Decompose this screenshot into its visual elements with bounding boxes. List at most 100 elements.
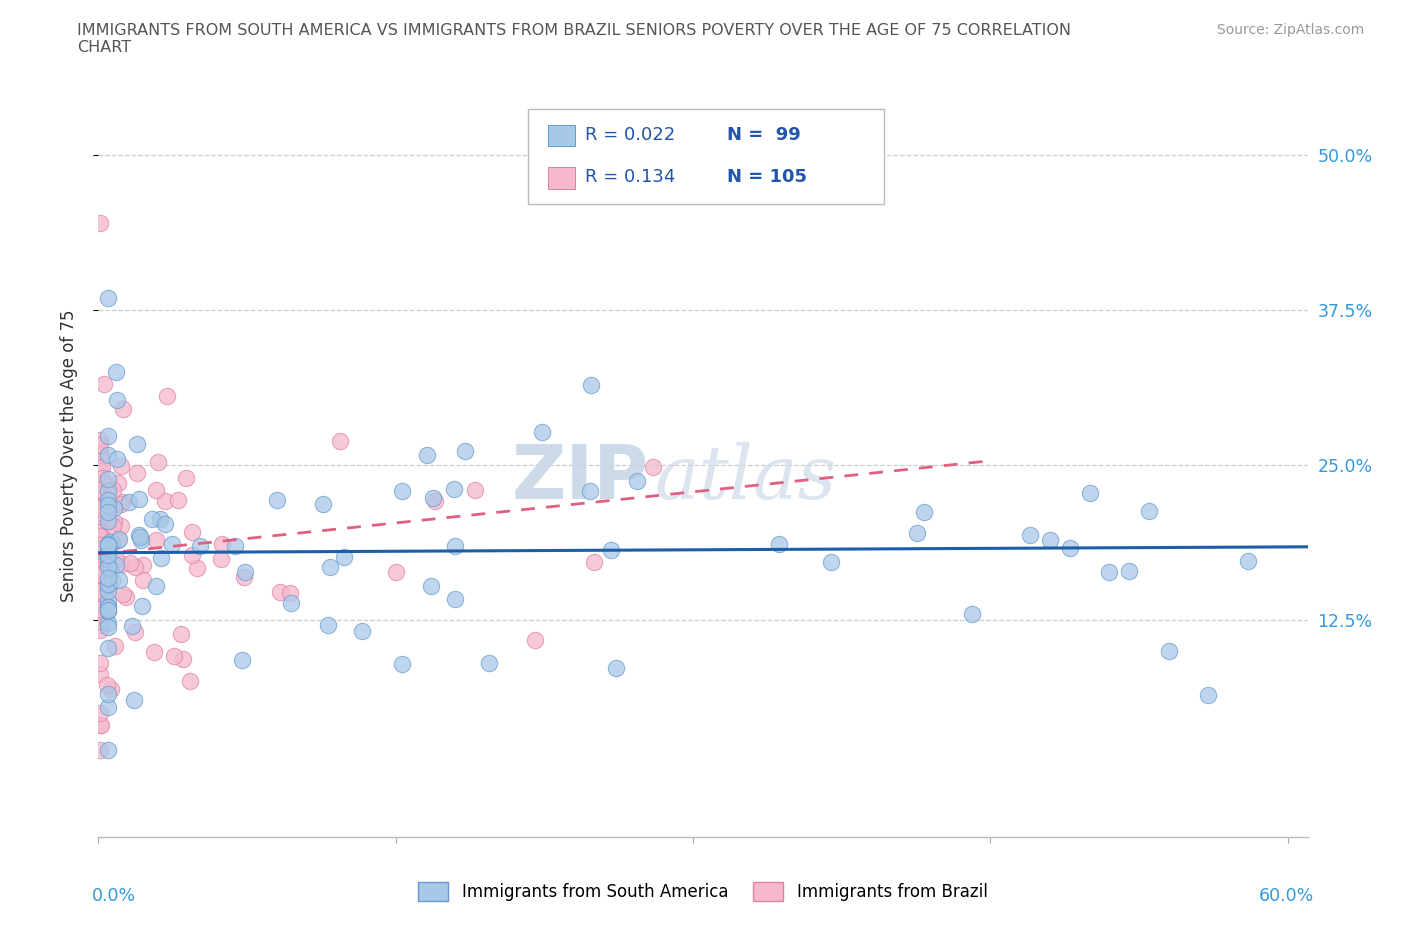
Point	[107, 533, 129, 548]
Point	[391, 657, 413, 671]
Point	[478, 656, 501, 671]
Legend: Immigrants from South America, Immigrants from Brazil: Immigrants from South America, Immigrant…	[412, 875, 994, 908]
Point	[329, 433, 352, 448]
Point	[89, 528, 111, 543]
Point	[128, 492, 150, 507]
Text: N =  99: N = 99	[727, 126, 801, 144]
Point	[125, 436, 148, 451]
Point	[311, 497, 333, 512]
Point	[89, 499, 111, 514]
Point	[100, 563, 122, 578]
Point	[332, 550, 354, 565]
Text: CHART: CHART	[77, 40, 131, 55]
Point	[1118, 564, 1140, 578]
Point	[89, 508, 111, 523]
Point	[391, 483, 413, 498]
Point	[319, 559, 342, 574]
Point	[156, 389, 179, 404]
Text: IMMIGRANTS FROM SOUTH AMERICA VS IMMIGRANTS FROM BRAZIL SENIORS POVERTY OVER THE: IMMIGRANTS FROM SOUTH AMERICA VS IMMIGRA…	[77, 23, 1071, 38]
Point	[453, 444, 475, 458]
Point	[97, 616, 120, 631]
Point	[110, 458, 132, 473]
Point	[129, 533, 152, 548]
Point	[90, 718, 112, 733]
Point	[166, 492, 188, 507]
Point	[105, 452, 128, 467]
Point	[89, 437, 111, 452]
Point	[523, 633, 546, 648]
Point	[108, 532, 131, 547]
Point	[89, 525, 111, 539]
Text: ZIP: ZIP	[512, 442, 648, 515]
Point	[89, 500, 111, 515]
Point	[118, 555, 141, 570]
Point	[97, 498, 120, 512]
Bar	[548, 167, 575, 189]
Point	[97, 447, 120, 462]
Point	[97, 505, 120, 520]
Point	[107, 476, 129, 491]
Point	[97, 640, 120, 655]
Point	[233, 565, 256, 579]
Point	[97, 594, 120, 609]
Point	[101, 573, 124, 588]
Point	[91, 471, 114, 485]
Point	[579, 484, 602, 498]
Point	[97, 479, 120, 494]
Point	[93, 377, 115, 392]
Point	[89, 667, 111, 682]
Point	[97, 290, 120, 305]
Point	[115, 590, 138, 604]
Point	[174, 470, 197, 485]
Point	[89, 514, 111, 529]
Point	[443, 481, 465, 496]
Point	[90, 459, 112, 474]
Point	[145, 579, 167, 594]
Point	[89, 618, 111, 632]
Point	[626, 473, 648, 488]
Point	[110, 519, 132, 534]
Point	[103, 500, 125, 515]
FancyBboxPatch shape	[527, 109, 884, 204]
Point	[97, 604, 120, 618]
Point	[420, 578, 443, 593]
Point	[89, 656, 111, 671]
Point	[104, 551, 127, 566]
Point	[131, 598, 153, 613]
Point	[97, 472, 120, 486]
Point	[1039, 533, 1062, 548]
Point	[128, 529, 150, 544]
Point	[97, 428, 120, 443]
Point	[111, 495, 134, 510]
Point	[905, 525, 928, 540]
Point	[89, 743, 111, 758]
Point	[1137, 504, 1160, 519]
Point	[464, 483, 486, 498]
Text: 0.0%: 0.0%	[93, 886, 136, 905]
Point	[960, 607, 983, 622]
Point	[89, 706, 111, 721]
Point	[132, 558, 155, 573]
Point	[605, 660, 627, 675]
Point	[316, 618, 339, 632]
Point	[103, 514, 125, 529]
Point	[181, 525, 204, 539]
Point	[188, 539, 211, 554]
Point	[97, 599, 120, 614]
Point	[97, 600, 120, 615]
Point	[224, 538, 246, 553]
Point	[269, 585, 291, 600]
Point	[89, 552, 111, 567]
Point	[422, 490, 444, 505]
Point	[91, 604, 114, 618]
Point	[211, 537, 233, 551]
Text: N = 105: N = 105	[727, 168, 807, 186]
Point	[1157, 644, 1180, 658]
Point	[97, 542, 120, 557]
Point	[89, 597, 111, 612]
Point	[103, 497, 125, 512]
Point	[89, 513, 111, 528]
Point	[112, 402, 135, 417]
Point	[101, 519, 124, 534]
Point	[89, 540, 111, 555]
